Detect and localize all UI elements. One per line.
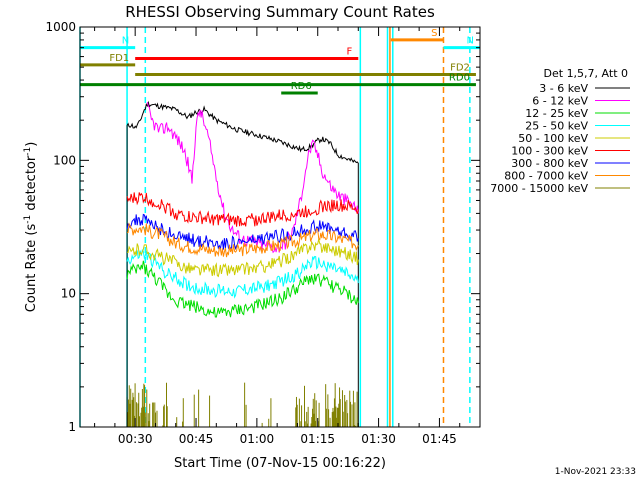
y-tick-label-1: 10 — [61, 287, 76, 301]
series-line-2 — [126, 260, 359, 318]
y-tick-label-3: 1000 — [45, 20, 76, 34]
legend-label-5: 100 - 300 keV — [511, 145, 588, 158]
flag-label-rd6-6: RD6 — [291, 81, 312, 92]
flag-label-fd2-4: FD2 — [450, 63, 470, 74]
x-tick-label-1: 00:45 — [179, 432, 214, 446]
legend-label-8: 7000 - 15000 keV — [490, 182, 588, 195]
series-line-4 — [127, 238, 359, 278]
legend-label-3: 25 - 50 keV — [525, 120, 588, 133]
y-tick-label-0: 1 — [68, 420, 76, 434]
y-axis-label-suffix: ) — [24, 142, 39, 147]
series-line-0 — [126, 100, 359, 427]
plot-frame — [79, 26, 481, 428]
series-line-7 — [127, 222, 359, 258]
y-axis-label: Count Rate (s-1 detector-1) — [23, 142, 39, 313]
x-tick-label-5: 01:45 — [422, 432, 457, 446]
flag-label-n-1: N — [467, 36, 474, 47]
flag-label-n-0: N — [122, 36, 129, 47]
y-axis-label-prefix: Count Rate (s — [24, 224, 39, 313]
x-axis-label: Start Time (07-Nov-15 00:16:22) — [174, 456, 386, 471]
y-tick-label-2: 100 — [53, 153, 76, 167]
legend-label-4: 50 - 100 keV — [518, 132, 588, 145]
x-tick-label-0: 00:30 — [118, 432, 153, 446]
y-axis-label-mid: detector — [24, 155, 39, 215]
x-tick-label-4: 01:30 — [361, 432, 396, 446]
legend-header: Det 1,5,7, Att 0 — [544, 67, 628, 80]
legend-label-0: 3 - 6 keV — [539, 82, 588, 95]
flag-label-rd0-5: RD0 — [449, 73, 470, 84]
flag-label-f-2: F — [347, 47, 353, 58]
series-line-5 — [126, 192, 359, 227]
chart-title: RHESSI Observing Summary Count Rates — [125, 3, 435, 21]
y-axis-label-sup2: -1 — [23, 147, 33, 156]
legend-label-2: 12 - 25 keV — [525, 107, 588, 120]
legend-label-7: 800 - 7000 keV — [504, 170, 588, 183]
series-line-1 — [146, 101, 359, 254]
legend-label-6: 300 - 800 keV — [511, 157, 588, 170]
series-line-3 — [126, 249, 359, 299]
y-axis-label-sup1: -1 — [23, 215, 33, 224]
x-tick-label-2: 01:00 — [240, 432, 275, 446]
flag-label-fd1-3: FD1 — [109, 53, 129, 64]
footer-date: 1-Nov-2021 23:33 — [555, 467, 636, 477]
x-tick-label-3: 01:15 — [300, 432, 335, 446]
flag-label-s-7: S — [431, 28, 437, 39]
legend-label-1: 6 - 12 keV — [532, 95, 588, 108]
